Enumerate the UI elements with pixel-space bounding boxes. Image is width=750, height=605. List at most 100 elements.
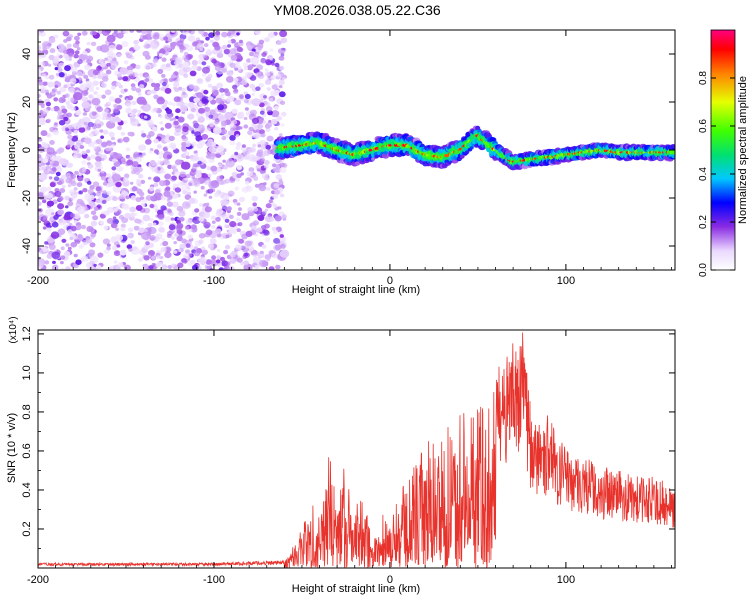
noise-speck [106,191,112,196]
noise-speck [46,200,55,207]
noise-speck [89,265,96,270]
noise-speck [56,90,62,95]
noise-speck [75,109,82,116]
noise-speck [280,111,287,117]
spectrogram-ytick-label: 40 [21,48,33,60]
noise-speck [264,37,270,43]
noise-speck [148,150,153,154]
noise-speck [48,54,55,61]
noise-speck [229,62,236,68]
noise-speck [50,231,60,239]
noise-speck [117,139,121,143]
noise-speck [265,203,272,209]
noise-speck [149,203,155,209]
noise-speck [153,138,159,144]
noise-speck [274,244,282,251]
noise-speck [78,126,86,133]
noise-speck [173,170,181,177]
noise-speck [268,199,273,204]
noise-speck [81,90,89,96]
noise-speck [160,64,168,70]
noise-speck [90,220,98,227]
noise-speck [130,195,137,201]
noise-speck [162,240,169,247]
noise-speck [166,233,172,238]
noise-speck [163,159,170,166]
noise-speck [251,117,260,124]
noise-speck [273,183,280,189]
noise-speck [115,227,120,231]
noise-speck [150,82,157,88]
signal-speck [671,150,675,155]
noise-speck [200,185,205,190]
noise-speck [73,213,81,220]
noise-speck [203,31,209,37]
noise-speck [278,55,285,61]
noise-speck [173,241,177,245]
noise-speck [262,182,267,186]
noise-speck [103,225,109,230]
noise-speck [173,120,179,126]
noise-speck [124,173,130,179]
noise-speck [42,247,48,253]
snr-ytick-label: 0.2 [21,521,33,536]
noise-speck [111,245,118,251]
noise-speck [67,201,74,207]
noise-speck [178,44,185,50]
noise-speck [227,190,235,197]
noise-speck [202,54,207,58]
noise-speck [83,54,88,59]
noise-speck [89,255,99,264]
noise-speck [111,32,118,38]
noise-speck [215,30,221,36]
noise-speck [277,40,282,46]
noise-speck [130,83,136,88]
noise-speck [243,116,248,121]
noise-speck [215,97,223,104]
noise-speck [46,186,52,192]
noise-speck [57,114,62,119]
noise-speck [158,151,164,156]
noise-speck [174,126,182,133]
noise-speck [193,190,197,194]
noise-speck [65,101,70,105]
noise-speck [133,212,138,217]
noise-speck [110,63,118,70]
noise-speck [210,215,217,220]
noise-speck [38,201,42,207]
spectrogram-ytick-label: 20 [21,96,33,108]
noise-speck [278,85,283,89]
noise-speck [136,179,141,183]
noise-speck [86,41,91,46]
noise-speck [61,185,66,189]
snr-ytick-label: 1.2 [21,326,33,341]
noise-speck [65,266,71,270]
noise-speck [115,234,124,242]
noise-speck [102,238,110,245]
noise-speck [194,150,198,154]
noise-speck [195,173,202,178]
noise-speck [202,72,207,77]
noise-speck [260,158,265,162]
signal-speck [469,146,474,150]
noise-speck [240,261,245,266]
noise-speck [221,205,228,211]
noise-speck [139,30,149,34]
noise-speck [47,63,52,67]
noise-speck [197,78,202,82]
noise-speck [127,227,134,233]
noise-speck [203,89,209,95]
noise-speck [227,130,235,136]
noise-speck [52,260,56,264]
noise-speck [136,96,147,105]
noise-speck [236,211,242,216]
noise-speck [181,142,187,147]
noise-speck [145,241,150,246]
noise-speck [57,228,66,235]
spectrogram-xtick-label: 0 [387,275,393,287]
noise-speck [175,225,183,231]
noise-speck [74,170,79,175]
noise-speck [145,43,151,49]
noise-speck [185,184,190,188]
